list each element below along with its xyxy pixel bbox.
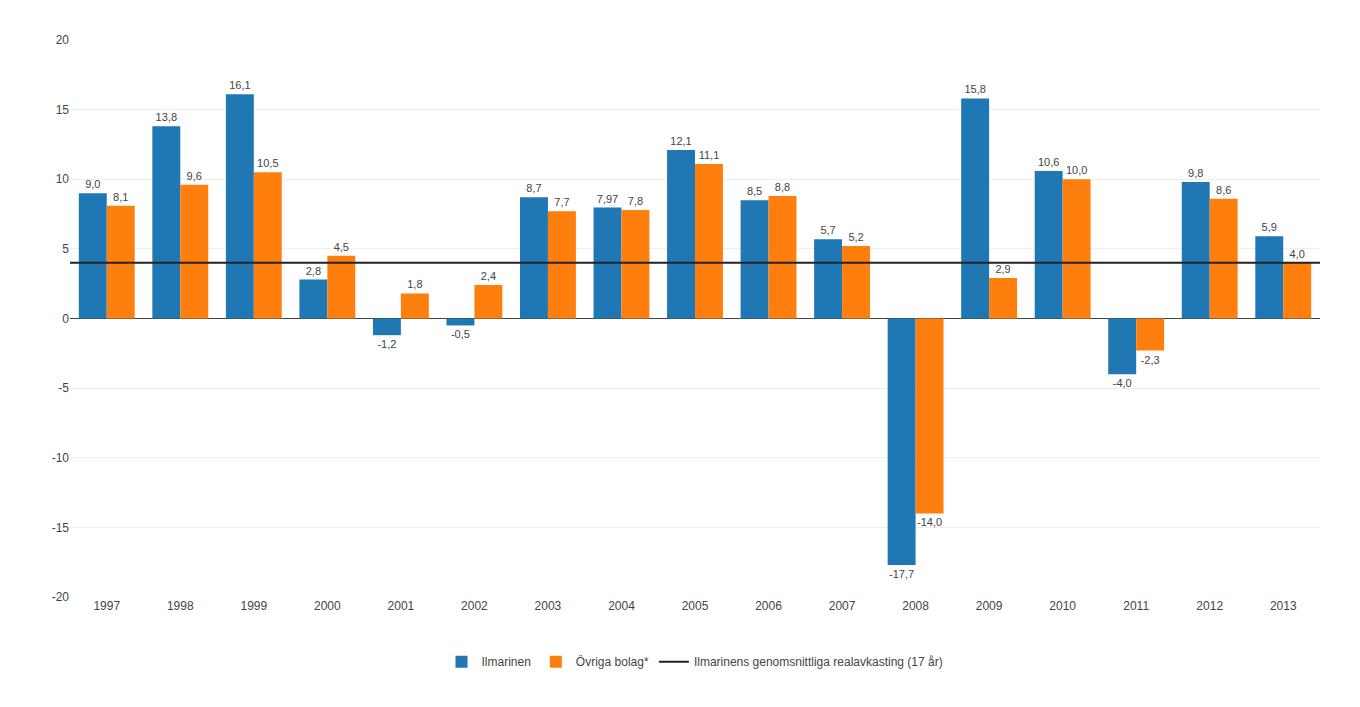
svg-text:1999: 1999	[240, 599, 267, 613]
svg-text:5,2: 5,2	[848, 231, 863, 243]
svg-text:9,0: 9,0	[85, 178, 100, 190]
svg-text:Ilmarinen: Ilmarinen	[482, 655, 531, 669]
svg-text:13,8: 13,8	[156, 111, 177, 123]
svg-text:Ilmarinens genomsnittliga real: Ilmarinens genomsnittliga realavkasting …	[694, 655, 943, 669]
svg-text:8,8: 8,8	[775, 181, 790, 193]
svg-text:2003: 2003	[535, 599, 562, 613]
svg-text:2009: 2009	[976, 599, 1003, 613]
svg-text:2005: 2005	[682, 599, 709, 613]
svg-text:2012: 2012	[1196, 599, 1223, 613]
svg-text:10,0: 10,0	[1066, 164, 1087, 176]
svg-text:8,5: 8,5	[747, 185, 762, 197]
svg-text:4,0: 4,0	[1290, 248, 1305, 260]
svg-text:2011: 2011	[1123, 599, 1149, 613]
svg-text:8,7: 8,7	[526, 182, 541, 194]
svg-text:2006: 2006	[755, 599, 782, 613]
svg-text:-0,5: -0,5	[451, 328, 470, 340]
svg-text:2008: 2008	[902, 599, 929, 613]
svg-text:16,1: 16,1	[229, 79, 250, 91]
svg-text:-1,2: -1,2	[377, 338, 396, 350]
svg-text:2002: 2002	[461, 599, 488, 613]
svg-text:-15: -15	[52, 521, 70, 535]
svg-text:7,7: 7,7	[554, 196, 569, 208]
svg-text:15: 15	[56, 103, 70, 117]
svg-text:-17,7: -17,7	[889, 568, 914, 580]
svg-text:20: 20	[56, 33, 70, 47]
svg-text:10: 10	[56, 172, 70, 186]
svg-text:-20: -20	[52, 590, 70, 604]
svg-text:4,5: 4,5	[334, 241, 349, 253]
svg-text:1,8: 1,8	[407, 278, 422, 290]
svg-text:11,1: 11,1	[699, 149, 720, 161]
svg-text:1997: 1997	[93, 599, 120, 613]
svg-text:-4,0: -4,0	[1113, 377, 1132, 389]
svg-text:-10: -10	[52, 451, 70, 465]
svg-text:1998: 1998	[167, 599, 194, 613]
svg-text:2,9: 2,9	[995, 263, 1010, 275]
svg-text:2004: 2004	[608, 599, 635, 613]
svg-text:7,8: 7,8	[628, 195, 643, 207]
svg-text:10,5: 10,5	[257, 157, 278, 169]
svg-text:9,8: 9,8	[1188, 167, 1203, 179]
svg-text:15,8: 15,8	[964, 83, 985, 95]
svg-text:5: 5	[62, 242, 69, 256]
svg-text:2,8: 2,8	[306, 265, 321, 277]
svg-text:-14,0: -14,0	[917, 516, 942, 528]
svg-text:2010: 2010	[1049, 599, 1076, 613]
svg-text:2013: 2013	[1270, 599, 1297, 613]
svg-text:5,7: 5,7	[820, 224, 835, 236]
svg-text:8,1: 8,1	[113, 191, 128, 203]
svg-text:10,6: 10,6	[1038, 156, 1059, 168]
svg-text:9,6: 9,6	[187, 170, 202, 182]
svg-text:5,9: 5,9	[1262, 221, 1277, 233]
svg-text:7,97: 7,97	[597, 193, 618, 205]
svg-text:-2,3: -2,3	[1141, 354, 1160, 366]
svg-text:12,1: 12,1	[670, 135, 691, 147]
svg-text:2001: 2001	[388, 599, 415, 613]
svg-text:2007: 2007	[829, 599, 856, 613]
svg-text:8,6: 8,6	[1216, 184, 1231, 196]
svg-text:2,4: 2,4	[481, 270, 496, 282]
svg-text:Övriga bolag*: Övriga bolag*	[576, 655, 649, 669]
svg-text:0: 0	[62, 312, 69, 326]
svg-text:-5: -5	[58, 381, 69, 395]
svg-text:2000: 2000	[314, 599, 341, 613]
